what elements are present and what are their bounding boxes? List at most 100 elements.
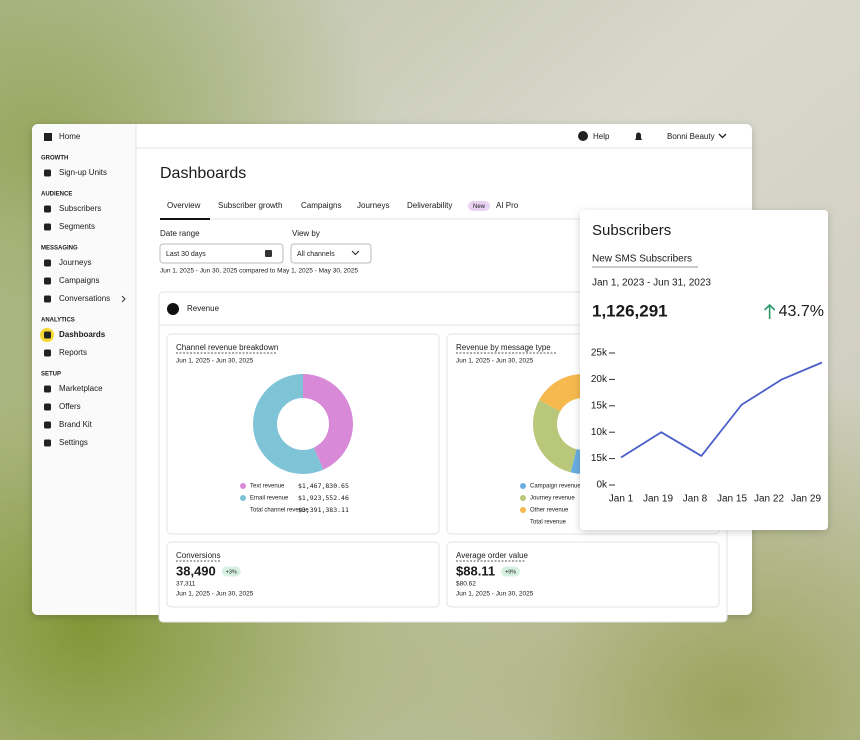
label: AUDIENCE <box>41 192 72 198</box>
label[interactable]: Overview <box>167 201 201 210</box>
label: $1,467,830.65 <box>298 482 349 490</box>
label[interactable]: Offers <box>59 402 81 411</box>
chevron <box>351 250 360 256</box>
legend-dot <box>520 495 526 501</box>
bell-icon <box>635 132 642 140</box>
label: All channels <box>297 251 335 258</box>
date-select[interactable] <box>159 243 284 264</box>
nav-icon <box>44 403 51 411</box>
nav-icon <box>44 259 51 267</box>
label: Jun 1, 2025 - Jun 30, 2025 compared to M… <box>160 268 358 275</box>
label: $80.62 <box>456 581 476 588</box>
up-arrow <box>764 303 776 319</box>
label[interactable]: Brand Kit <box>59 420 93 429</box>
help-icon <box>578 131 588 141</box>
label: Revenue by message type <box>456 343 551 352</box>
label: Text revenue <box>250 484 285 490</box>
label: Campaign revenue <box>530 484 581 490</box>
view-select[interactable] <box>290 243 372 264</box>
label[interactable]: Settings <box>59 438 88 447</box>
x-tick-label: Jan 22 <box>754 494 784 505</box>
y-tick-label: 15k <box>591 453 608 464</box>
nav-icon <box>44 349 51 357</box>
nav-icon <box>44 223 51 231</box>
nav-icon <box>44 169 51 177</box>
x-tick-label: Jan 1 <box>609 494 634 505</box>
revenue-icon <box>167 303 179 315</box>
label[interactable]: Segments <box>59 222 95 231</box>
chevron <box>718 133 727 139</box>
label[interactable]: AI Pro <box>496 201 519 210</box>
label: Total channel revenue <box>250 508 309 514</box>
change-badge <box>221 566 241 577</box>
legend-dot <box>520 507 526 513</box>
label: Revenue <box>187 304 220 313</box>
label: 37,311 <box>176 581 196 588</box>
chevron <box>121 295 126 303</box>
label: $88.11 <box>456 563 495 578</box>
label: New SMS Subscribers <box>592 254 692 265</box>
label[interactable]: Subscribers <box>59 204 101 213</box>
donut-segment <box>252 374 324 474</box>
label: Subscribers <box>592 222 671 239</box>
label: Jun 1, 2025 - Jun 30, 2025 <box>176 591 254 598</box>
label[interactable]: Dashboards <box>59 330 106 339</box>
label: Jun 1, 2025 - Jun 30, 2025 <box>456 358 534 365</box>
sidebar <box>32 124 136 615</box>
kpi-card <box>166 541 440 608</box>
kpi-card <box>446 541 720 608</box>
x-tick-label: Jan 19 <box>643 494 673 505</box>
label[interactable]: Conversations <box>59 294 110 303</box>
y-tick-label: 0k <box>596 480 608 491</box>
label: Total revenue <box>530 520 567 526</box>
nav-icon <box>44 277 51 285</box>
x-tick-label: Jan 29 <box>791 494 821 505</box>
nav-icon <box>44 295 51 303</box>
nav-icon <box>44 439 51 447</box>
label: Conversions <box>176 551 220 560</box>
label[interactable]: Reports <box>59 348 87 357</box>
nav-icon <box>44 385 51 393</box>
x-tick-label: Jan 8 <box>683 494 708 505</box>
label[interactable]: Campaigns <box>59 276 99 285</box>
label: New <box>473 204 486 210</box>
label[interactable]: Marketplace <box>59 384 103 393</box>
label[interactable]: Journeys <box>59 258 91 267</box>
label: Journey revenue <box>530 496 575 502</box>
label: Dashboards <box>160 165 246 182</box>
line <box>620 361 823 459</box>
label[interactable]: Deliverability <box>407 201 452 210</box>
nav-icon <box>44 331 51 339</box>
label: +9% <box>505 569 516 575</box>
y-tick-label: 25k <box>591 348 608 359</box>
nav-item: Home <box>59 132 81 141</box>
calendar-icon <box>265 250 272 257</box>
label[interactable]: Sign-up Units <box>59 168 107 177</box>
label[interactable]: Bonni Beauty <box>667 132 715 141</box>
label: Average order value <box>456 551 528 560</box>
legend-dot <box>240 495 246 501</box>
label: Last 30 days <box>166 251 206 258</box>
badge <box>468 201 490 211</box>
label[interactable]: Campaigns <box>301 201 341 210</box>
label[interactable]: Subscriber growth <box>218 201 282 210</box>
label: GROWTH <box>41 156 68 162</box>
label: ANALYTICS <box>41 318 75 324</box>
label: +3% <box>226 569 237 575</box>
x-tick-label: Jan 15 <box>717 494 747 505</box>
label[interactable]: Journeys <box>357 201 389 210</box>
nav-icon <box>44 133 52 141</box>
label: SETUP <box>41 372 61 378</box>
label[interactable]: Help <box>593 132 610 141</box>
label: $1,923,552.46 <box>298 494 349 502</box>
chart-card <box>166 333 440 535</box>
label: Jun 1, 2025 - Jun 30, 2025 <box>456 591 534 598</box>
donut-segment <box>539 374 583 412</box>
label: Date range <box>160 229 200 238</box>
label: Email revenue <box>250 496 289 502</box>
label: MESSAGING <box>41 246 78 252</box>
donut-segment <box>532 399 577 473</box>
label: Channel revenue breakdown <box>176 343 278 352</box>
